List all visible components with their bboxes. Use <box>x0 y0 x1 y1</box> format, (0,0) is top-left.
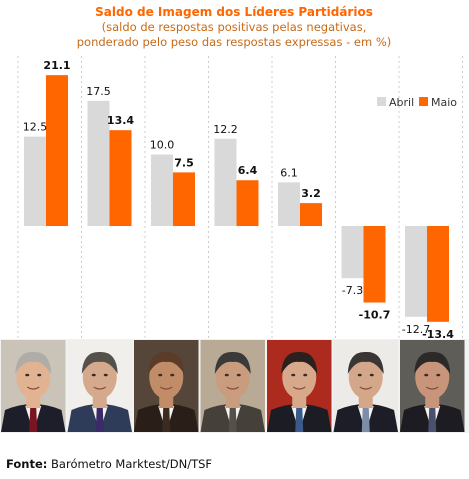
bar-maio-5 <box>300 203 322 226</box>
photo-tie <box>428 407 437 432</box>
legend-swatch-maio <box>419 97 428 106</box>
bar-maio-1 <box>46 75 68 226</box>
bar-abril-3 <box>151 154 173 226</box>
photo-mouth <box>93 386 107 390</box>
photo-tie <box>29 407 38 432</box>
photo-face <box>415 355 450 399</box>
photo-hair <box>148 351 185 374</box>
photo-hair <box>214 351 251 374</box>
photo-face <box>282 355 317 399</box>
photo-hair <box>15 351 52 374</box>
leader-photo-7 <box>400 340 465 432</box>
leader-photo-3 <box>134 340 199 432</box>
value-label-abril-6: -7.3 <box>342 284 363 297</box>
photo-eye <box>103 373 108 377</box>
photo-mouth <box>425 386 439 390</box>
chart-subtitle-line2: ponderado pelo peso das respostas expres… <box>77 35 392 49</box>
value-label-maio-4: 6.4 <box>238 164 258 177</box>
chart-subtitle-line1: (saldo de respostas positivas pelas nega… <box>102 20 367 34</box>
value-label-abril-5: 6.1 <box>280 166 298 179</box>
photo-mouth <box>359 386 373 390</box>
legend-label-abril: Abril <box>389 96 414 109</box>
photo-eye <box>369 373 374 377</box>
leader-photo-6 <box>333 340 398 432</box>
photo-eye <box>170 373 175 377</box>
bar-abril-7 <box>405 226 427 317</box>
photo-hair <box>347 351 384 374</box>
bar-maio-7 <box>427 226 449 322</box>
bar-abril-4 <box>214 138 237 226</box>
bar-abril-6 <box>341 226 364 279</box>
value-label-abril-2: 17.5 <box>86 85 111 98</box>
leader-photo-4 <box>200 340 265 432</box>
photo-eye <box>424 373 429 377</box>
value-label-maio-7: -13.4 <box>422 328 454 341</box>
photo-eye <box>436 373 441 377</box>
legend: Abril Maio <box>377 96 457 109</box>
value-label-maio-1: 21.1 <box>43 59 70 72</box>
photo-hair <box>414 351 451 374</box>
photo-eye <box>224 373 229 377</box>
photo-face <box>16 355 51 399</box>
source-note: Fonte: Barómetro Marktest/DN/TSF <box>6 457 212 471</box>
photo-eye <box>357 373 362 377</box>
bar-abril-5 <box>278 182 300 226</box>
chart-title: Saldo de Imagem dos Líderes Partidários <box>95 5 373 19</box>
value-label-maio-2: 13.4 <box>107 114 134 127</box>
bar-maio-4 <box>236 180 259 226</box>
legend-swatch-abril <box>377 97 386 106</box>
dividers <box>17 56 463 338</box>
photo-mouth <box>159 386 173 390</box>
legend-label-maio: Maio <box>431 96 457 109</box>
value-labels: 12.5 21.1 17.5 13.4 10.0 7.5 12.2 6.4 6.13.2 -7.3… <box>23 59 454 341</box>
photo-mouth <box>226 386 240 390</box>
leader-photo-5 <box>267 340 332 432</box>
source-text: Barómetro Marktest/DN/TSF <box>51 457 213 471</box>
photo-eye <box>291 373 296 377</box>
leader-photo-1 <box>1 340 66 432</box>
photo-tie <box>228 407 237 432</box>
value-label-maio-3: 7.5 <box>174 156 194 169</box>
bar-maio-3 <box>173 172 195 226</box>
photo-eye <box>91 373 96 377</box>
bar-maio-6 <box>363 226 386 303</box>
photo-eye <box>37 373 42 377</box>
photo-strip <box>0 339 469 433</box>
bar-maio-2 <box>109 130 132 226</box>
photo-face <box>82 355 117 399</box>
photo-mouth <box>292 386 306 390</box>
photo-face <box>348 355 383 399</box>
photo-tie <box>95 407 104 432</box>
value-label-abril-4: 12.2 <box>213 123 238 136</box>
photo-mouth <box>26 386 40 390</box>
source-label: Fonte: <box>6 457 48 471</box>
photo-eye <box>236 373 241 377</box>
photo-hair <box>81 351 118 374</box>
value-label-abril-3: 10.0 <box>150 139 175 152</box>
photo-tie <box>361 407 370 432</box>
value-label-maio-6: -10.7 <box>359 309 391 322</box>
bar-abril-2 <box>87 100 110 226</box>
photo-eye <box>303 373 308 377</box>
leader-photo-2 <box>67 340 132 432</box>
value-label-abril-1: 12.5 <box>23 121 48 134</box>
bar-abril-1 <box>24 136 46 226</box>
photo-tie <box>295 407 304 432</box>
photo-eye <box>25 373 30 377</box>
photo-hair <box>281 351 318 374</box>
photo-tie <box>162 407 171 432</box>
value-label-maio-5: 3.2 <box>301 187 321 200</box>
photo-face <box>149 355 184 399</box>
photo-face <box>215 355 250 399</box>
photo-eye <box>158 373 163 377</box>
bars <box>24 75 449 322</box>
value-label-abril-7: -12.7 <box>402 323 430 336</box>
